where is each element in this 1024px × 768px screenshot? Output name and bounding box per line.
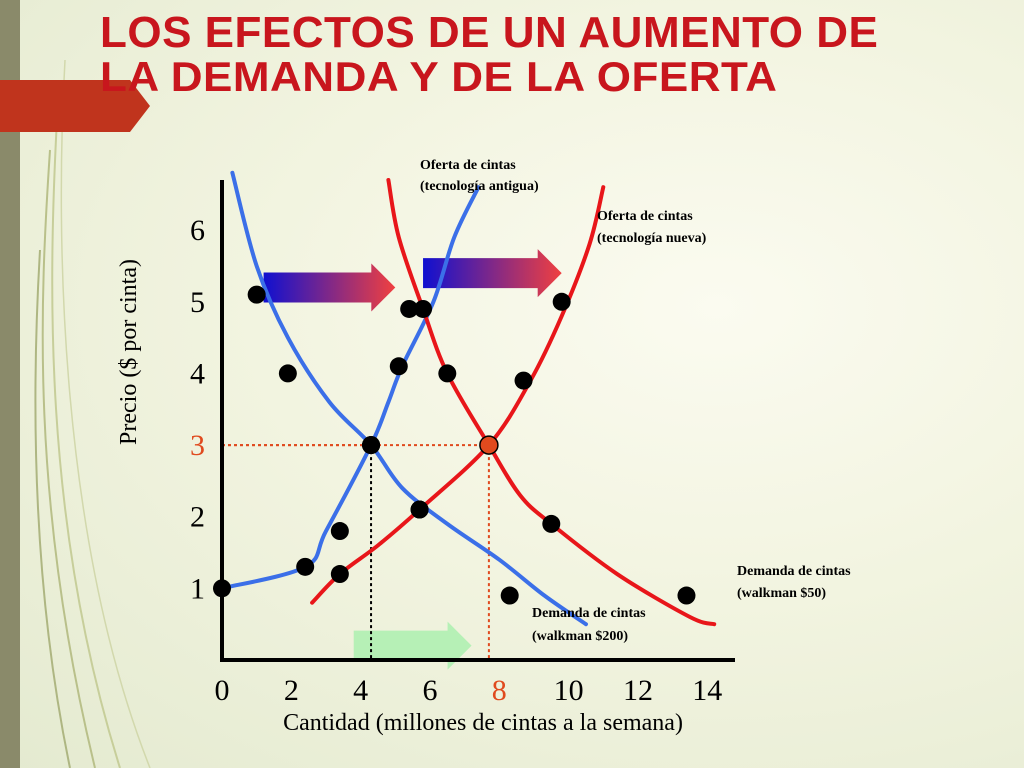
label-supply-new: Oferta de cintas (tecnología nueva): [597, 209, 707, 246]
point-marker: [542, 514, 561, 533]
y-axis-label: Precio ($ por cinta): [116, 259, 142, 445]
label-demand-old-line-2: (walkman $200): [532, 629, 628, 644]
decorative-lines: [34, 59, 151, 768]
title-line-2: LA DEMANDA Y DE LA OFERTA: [100, 54, 778, 101]
point-marker: [414, 299, 433, 318]
curve-shift-arrow-2: [423, 249, 562, 298]
new-demand-curve: [386, 178, 717, 627]
left-decor-bar: [0, 0, 20, 768]
point-marker: [330, 565, 349, 584]
x-tick-label: 12: [623, 674, 653, 707]
y-tick-label: 4: [190, 357, 205, 390]
x-tick-label: 6: [422, 674, 437, 707]
page-title: LOS EFECTOS DE UN AUMENTO DE LA DEMANDA …: [100, 10, 1000, 102]
point-marker: [400, 299, 419, 318]
x-axis-label: Cantidad (millones de cintas a la semana…: [283, 710, 683, 736]
equilibrium-guides: [222, 444, 490, 660]
label-supply-old: Oferta de cintas (tecnología antigua): [420, 158, 539, 194]
label-supply-old-line-2: (tecnología antigua): [420, 179, 539, 194]
y-tick-label: 2: [190, 501, 205, 534]
x-tick-label: 0: [215, 674, 230, 707]
point-marker: [552, 292, 571, 311]
old-demand-curve: [230, 170, 588, 627]
y-tick-label: 1: [190, 572, 205, 605]
point-marker: [677, 586, 696, 605]
x-tick-label: 14: [692, 674, 722, 707]
point-markers: [213, 285, 696, 605]
point-marker: [500, 586, 519, 605]
label-supply-new-line-1: Oferta de cintas: [597, 209, 693, 224]
label-demand-new: Demanda de cintas (walkman $50): [737, 564, 851, 601]
label-demand-old: Demanda de cintas (walkman $200): [532, 606, 646, 644]
label-demand-new-line-1: Demanda de cintas: [737, 564, 851, 579]
y-tick-label: 6: [190, 214, 205, 247]
x-tick-label: 10: [554, 674, 584, 707]
point-marker: [438, 364, 457, 383]
point-marker: [278, 364, 297, 383]
y-tick-labels: 1 2 3 4 5 6: [190, 214, 205, 605]
equilibrium-point-1: [362, 436, 381, 455]
y-tick-label: 5: [190, 286, 205, 319]
point-marker: [330, 522, 349, 541]
point-marker: [389, 357, 408, 376]
point-marker: [514, 371, 533, 390]
point-marker: [410, 500, 429, 519]
curve-shift-arrow-1: [263, 263, 396, 312]
quantity-shift-arrow: [353, 621, 472, 670]
point-marker: [247, 285, 266, 304]
label-demand-old-line-1: Demanda de cintas: [532, 606, 646, 621]
y-tick-label: 3: [190, 429, 205, 462]
x-tick-label: 2: [284, 674, 299, 707]
label-supply-new-line-2: (tecnología nueva): [597, 231, 707, 246]
label-demand-new-line-2: (walkman $50): [737, 586, 826, 601]
x-tick-labels: 0 2 4 6 8 10 12 14: [215, 674, 723, 707]
old-supply-curve: [220, 185, 481, 591]
x-tick-label: 4: [353, 674, 368, 707]
title-line-1: LOS EFECTOS DE UN AUMENTO DE: [100, 8, 879, 57]
shift-arrows: [263, 249, 562, 670]
title-accent-bar: [0, 80, 150, 132]
equilibrium-point-2: [479, 435, 499, 455]
point-marker: [296, 557, 315, 576]
x-tick-label: 8: [492, 674, 507, 707]
label-supply-old-line-1: Oferta de cintas: [420, 158, 516, 173]
